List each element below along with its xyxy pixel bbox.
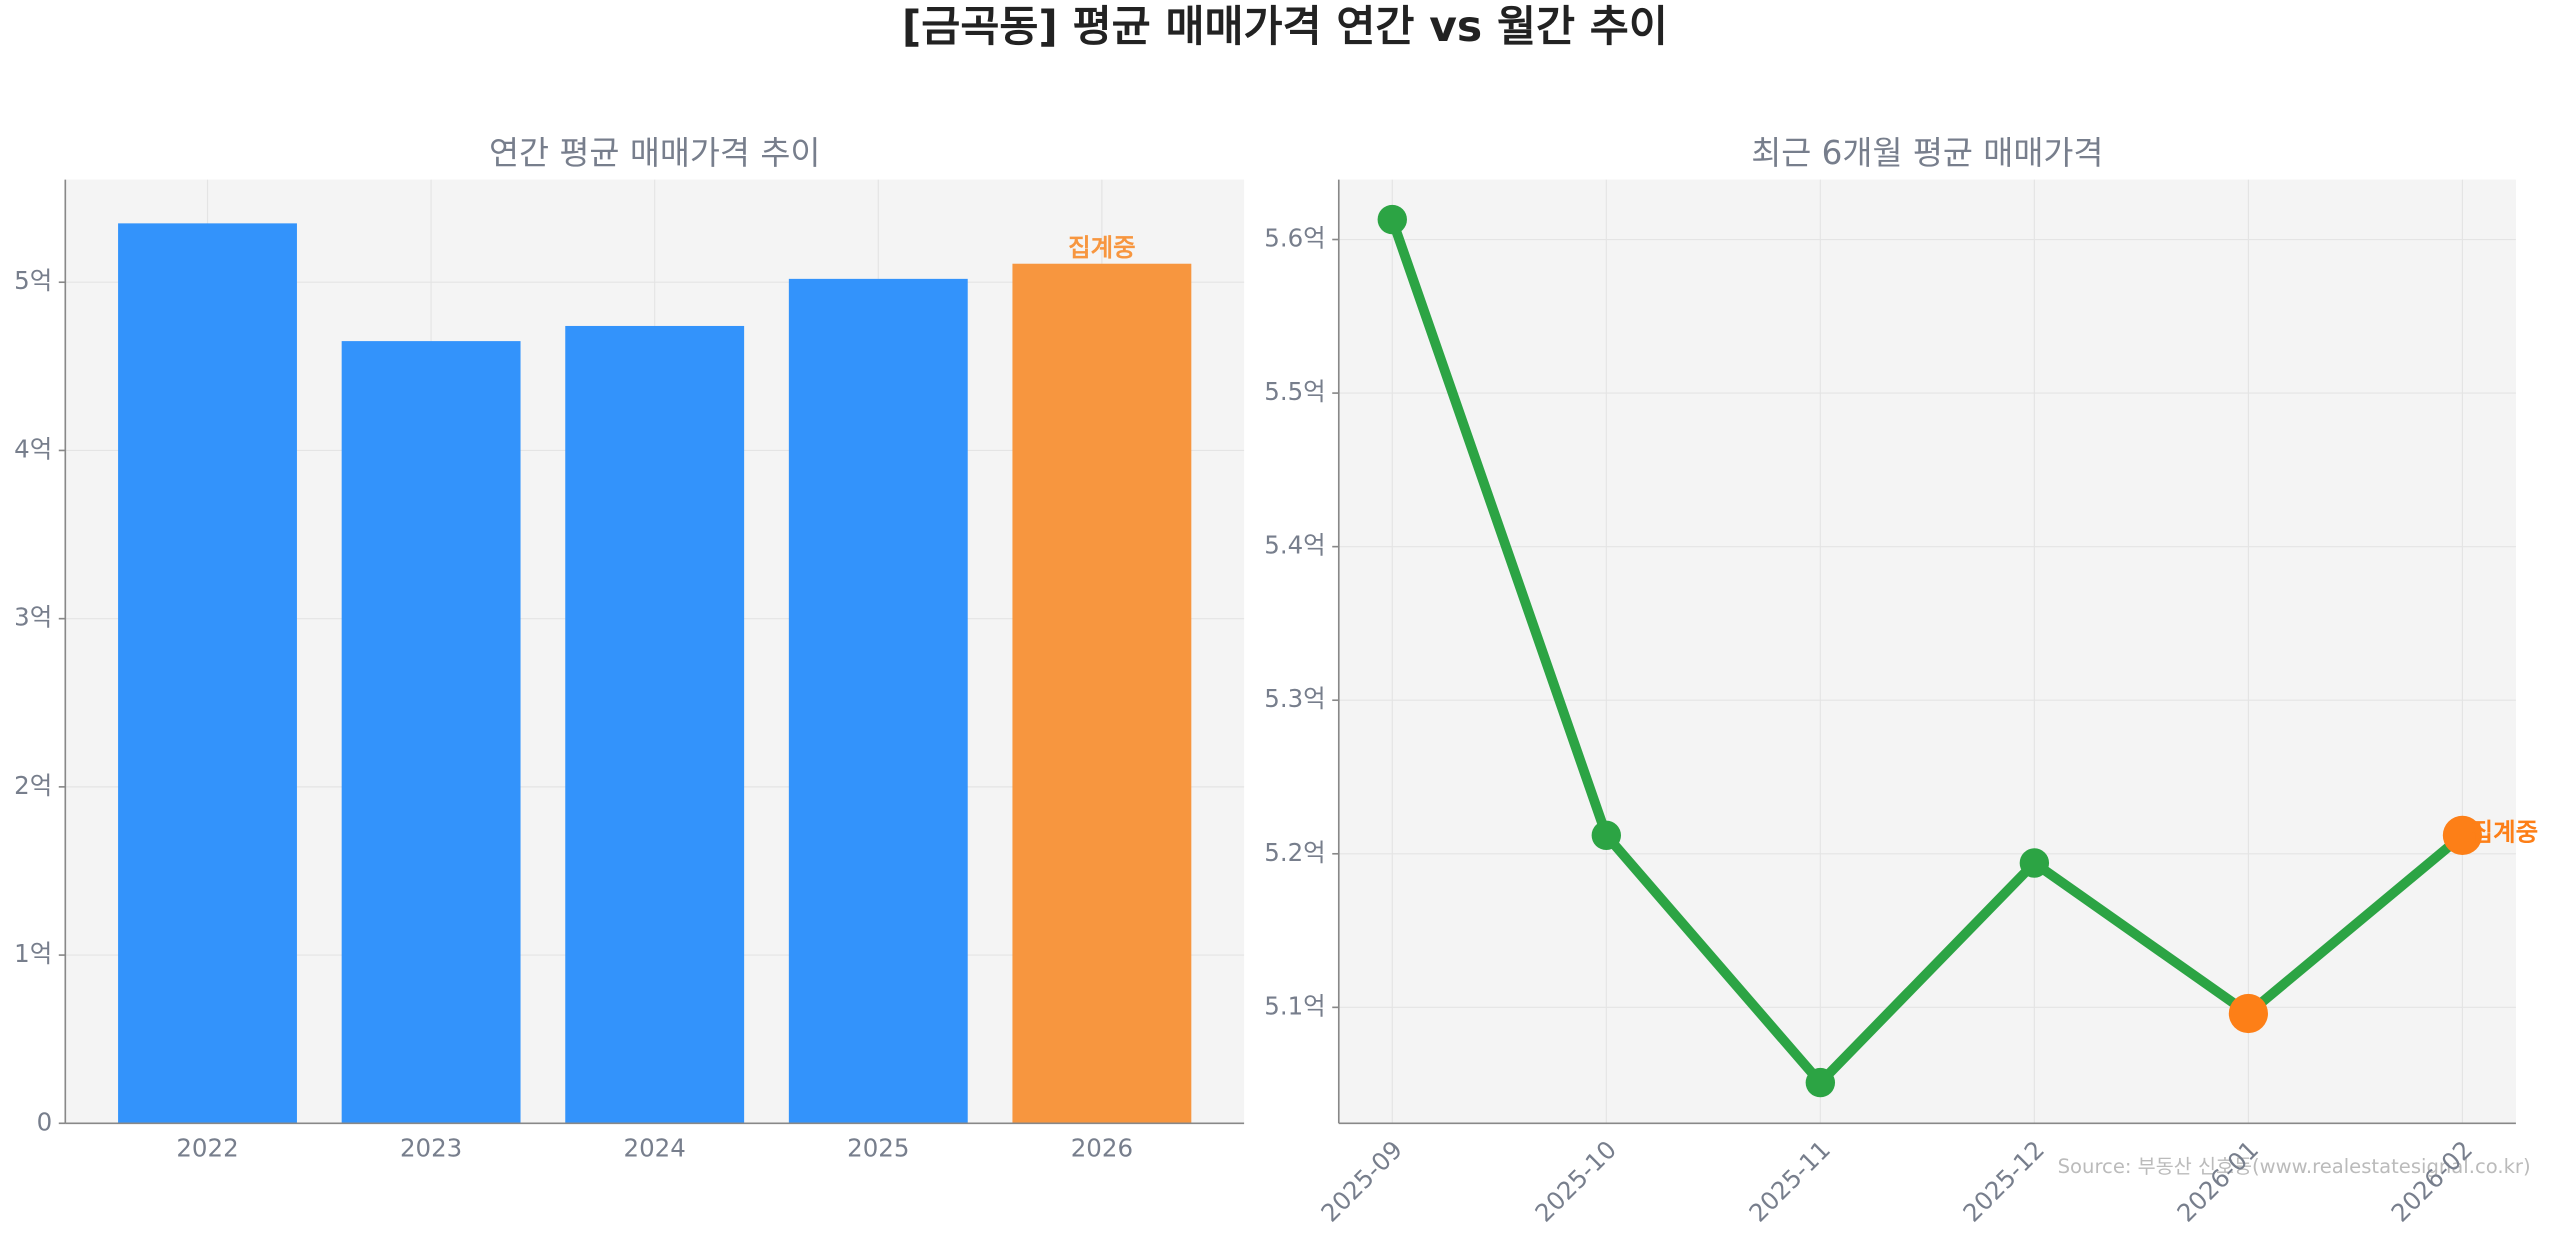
x-tick-label: 2025 [847, 1133, 909, 1162]
figure-title: [금곡동] 평균 매매가격 연간 vs 월간 추이 [902, 3, 1668, 52]
annotation: 집계중 [1068, 233, 1136, 262]
x-tick-label: 2026-02 [2385, 1135, 2478, 1228]
y-tick-label: 5.2억 [1264, 838, 1325, 867]
bar [565, 325, 745, 1124]
y-tick-label: 5억 [14, 266, 52, 295]
x-tick-label: 2026-01 [2171, 1135, 2264, 1228]
x-tick-label: 2025-12 [1957, 1135, 2050, 1228]
bar [1012, 263, 1192, 1124]
bar [788, 278, 968, 1124]
point [1377, 204, 1407, 235]
y-tick-label: 2억 [14, 771, 52, 800]
y-tick-label: 4억 [14, 434, 52, 463]
bar [341, 341, 521, 1124]
y-tick-label: 5.1억 [1264, 991, 1325, 1020]
source: Source: 부동산 신호등(www.realestatesignal.co.… [2058, 1155, 2531, 1178]
x-tick-label: 2024 [624, 1133, 686, 1162]
point [1591, 820, 1622, 851]
y-tick-label: 5.3억 [1264, 684, 1325, 713]
x-tick-label: 2022 [176, 1133, 238, 1162]
x-tick-label: 2025-09 [1315, 1135, 1408, 1228]
y-tick-label: 3억 [14, 603, 52, 632]
y-tick-label: 5.4억 [1264, 531, 1325, 560]
y-tick-label: 0 [37, 1107, 53, 1136]
y-tick-label: 5.5억 [1264, 377, 1325, 406]
point [2019, 848, 2050, 878]
chart-title: 연간 평균 매매가격 추이 [489, 134, 820, 172]
point [2442, 815, 2483, 855]
x-tick-label: 2026 [1071, 1133, 1133, 1162]
plot-area [1338, 179, 2516, 1124]
bar [118, 223, 297, 1124]
y-tick-label: 5.6억 [1264, 224, 1325, 253]
x-tick-label: 2025-11 [1743, 1135, 1836, 1228]
annotation: 집계중 [2471, 818, 2539, 847]
y-tick-label: 1억 [14, 939, 52, 968]
x-tick-label: 2023 [400, 1133, 462, 1162]
line [1387, 217, 2466, 1088]
chart-title: 최근 6개월 평균 매매가격 [1751, 134, 2103, 172]
point [2228, 993, 2268, 1034]
point [1805, 1067, 1836, 1098]
x-tick-label: 2025-10 [1529, 1135, 1622, 1228]
